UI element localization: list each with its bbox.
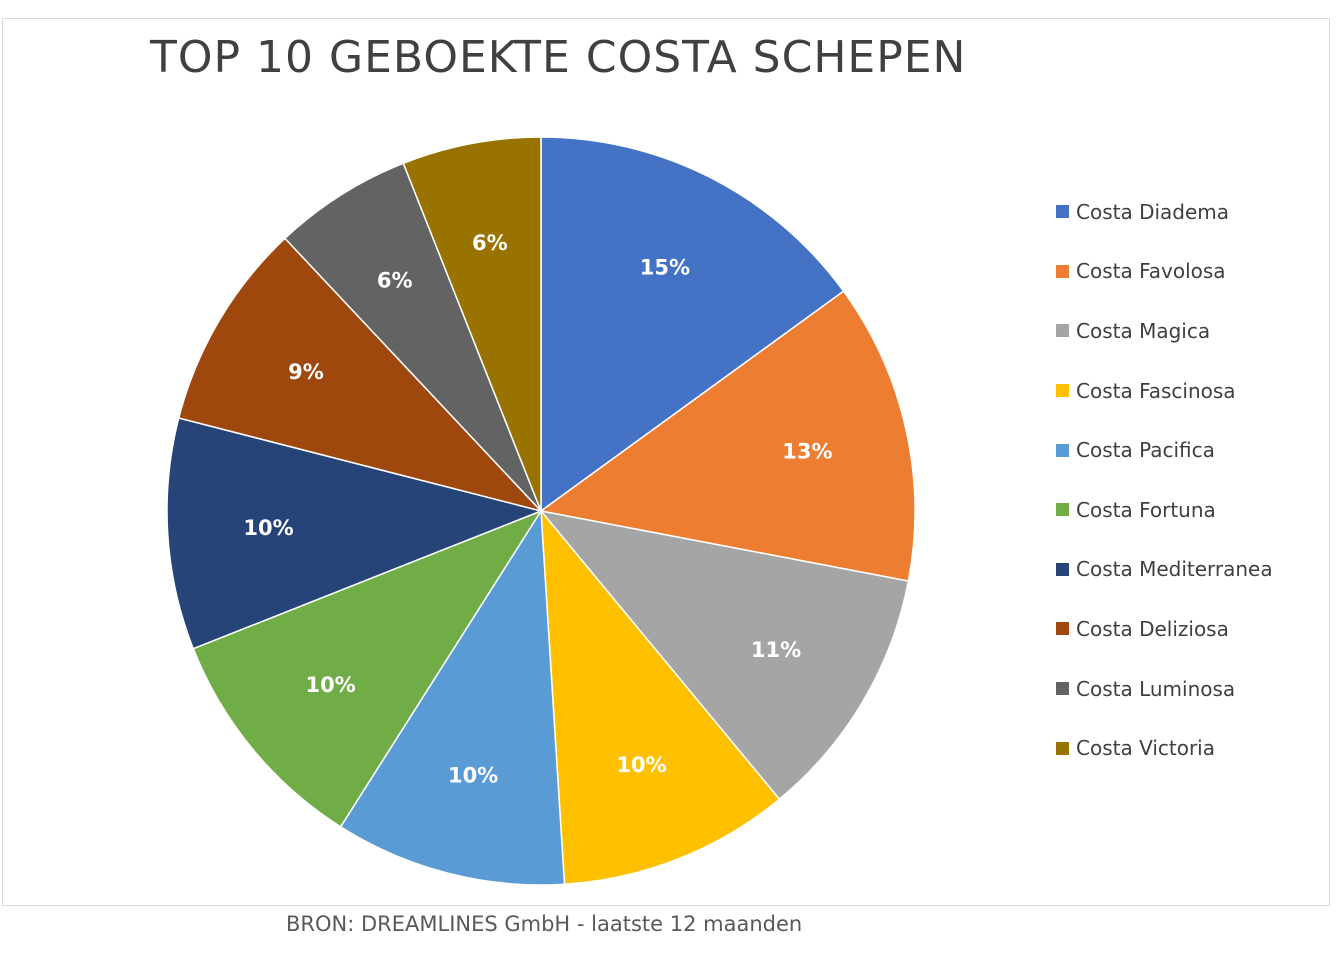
pie-slice-4 [540, 508, 781, 886]
pie-data-label-8: 9% [288, 360, 324, 384]
pie-slice-3 [539, 509, 910, 801]
legend-item-8: Costa Deliziosa [1056, 599, 1273, 659]
legend-label: Costa Pacifica [1076, 438, 1215, 463]
pie-data-label-10: 6% [472, 231, 508, 255]
legend-label: Costa Magica [1076, 318, 1211, 343]
legend-label: Costa Luminosa [1076, 676, 1236, 701]
legend-swatch [1056, 503, 1069, 517]
pie-slice-2 [539, 290, 916, 582]
legend-swatch [1056, 324, 1069, 338]
legend-item-1: Costa Diadema [1056, 182, 1273, 242]
legend-swatch [1056, 443, 1069, 457]
legend-label: Costa Victoria [1076, 736, 1215, 761]
legend-swatch [1056, 205, 1069, 219]
legend-swatch [1056, 264, 1069, 278]
chart-legend: Costa Diadema Costa Favolosa Costa Magica C… [1056, 182, 1273, 778]
legend-item-6: Costa Fortuna [1056, 480, 1273, 540]
legend-label: Costa Favolosa [1076, 259, 1226, 284]
pie-data-label-5: 10% [448, 763, 498, 787]
legend-label: Costa Mediterranea [1076, 557, 1273, 582]
legend-label: Costa Fascinosa [1076, 378, 1236, 403]
legend-swatch [1056, 741, 1069, 755]
legend-swatch [1056, 682, 1069, 696]
pie-data-label-3: 11% [751, 638, 801, 662]
pie-slice-10 [402, 136, 542, 512]
legend-item-3: Costa Magica [1056, 301, 1273, 361]
legend-label: Costa Deliziosa [1076, 616, 1229, 641]
pie-data-label-6: 10% [305, 673, 355, 697]
legend-item-10: Costa Victoria [1056, 718, 1273, 778]
legend-label: Costa Diadema [1076, 199, 1230, 224]
legend-item-2: Costa Favolosa [1056, 242, 1273, 302]
pie-data-label-7: 10% [243, 516, 293, 540]
pie-data-label-1: 15% [640, 256, 690, 280]
source-note: BRON: DREAMLINES GmbH - laatste 12 maand… [286, 912, 803, 936]
legend-swatch [1056, 622, 1069, 636]
pie-data-label-9: 6% [377, 269, 413, 293]
pie-slice-6 [192, 509, 543, 828]
pie-slice-8 [177, 237, 544, 513]
pie-data-label-2: 13% [782, 439, 832, 463]
legend-item-7: Costa Mediterranea [1056, 540, 1273, 600]
legend-item-4: Costa Fascinosa [1056, 361, 1273, 421]
legend-label: Costa Fortuna [1076, 497, 1216, 522]
legend-item-9: Costa Luminosa [1056, 659, 1273, 719]
pie-slice-9 [283, 162, 542, 512]
pie-slice-1 [540, 136, 845, 513]
legend-item-5: Costa Pacifica [1056, 420, 1273, 480]
legend-swatch [1056, 562, 1069, 576]
pie-slice-5 [339, 508, 566, 886]
legend-swatch [1056, 384, 1069, 398]
chart-title: TOP 10 GEBOEKTE COSTA SCHEPEN [150, 32, 967, 83]
pie-data-label-4: 10% [616, 753, 666, 777]
pie-slice-7 [166, 417, 544, 650]
